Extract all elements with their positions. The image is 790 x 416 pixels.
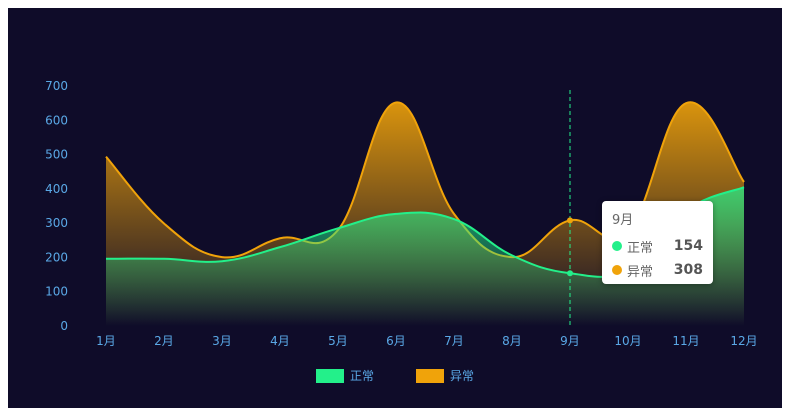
tooltip-value-abnormal: 308 — [673, 262, 703, 278]
tooltip-value-normal: 154 — [673, 238, 703, 254]
tooltip-name-abnormal: 异常 — [627, 264, 654, 280]
axis-pointer — [567, 90, 573, 328]
x-tick-label: 2月 — [154, 334, 174, 348]
legend-swatch-abnormal — [416, 368, 444, 383]
x-tick-label: 6月 — [386, 334, 406, 348]
tooltip-title: 9月 — [612, 213, 634, 228]
tooltip-row-normal: 正常 154 — [612, 234, 703, 258]
tooltip-dot-abnormal — [612, 265, 622, 275]
tooltip: 9月 正常 154 异常 308 — [602, 201, 713, 284]
y-tick-label: 300 — [45, 216, 68, 230]
x-tick-label: 8月 — [502, 334, 522, 348]
x-tick-label: 5月 — [328, 334, 348, 348]
y-tick-label: 700 — [45, 79, 68, 93]
x-tick-label: 12月 — [730, 334, 757, 348]
x-tick-label: 11月 — [672, 334, 699, 348]
tooltip-row-abnormal: 异常 308 — [612, 258, 703, 282]
y-tick-label: 200 — [45, 250, 68, 264]
y-axis: 0 100 200 300 400 500 600 700 — [45, 79, 68, 333]
highlight-point-abnormal — [567, 217, 573, 224]
legend-label-abnormal: 异常 — [450, 369, 475, 383]
x-tick-label: 1月 — [96, 334, 116, 348]
legend-item-normal[interactable]: 正常 — [316, 367, 374, 384]
line-abnormal — [105, 101, 745, 259]
x-tick-label: 3月 — [212, 334, 232, 348]
legend-label-normal: 正常 — [350, 369, 375, 383]
tooltip-dot-normal — [612, 241, 622, 251]
x-tick-label: 4月 — [270, 334, 290, 348]
legend-item-abnormal[interactable]: 异常 — [416, 367, 474, 384]
y-tick-label: 500 — [45, 148, 68, 162]
x-tick-label: 7月 — [444, 334, 464, 348]
tooltip-name-normal: 正常 — [627, 240, 654, 256]
area-normal — [106, 187, 744, 326]
y-tick-label: 600 — [45, 113, 68, 127]
legend-swatch-normal — [316, 368, 344, 383]
y-tick-label: 100 — [45, 285, 68, 299]
x-tick-label: 10月 — [614, 334, 641, 348]
highlight-point-normal — [567, 270, 573, 277]
y-tick-label: 400 — [45, 182, 68, 196]
y-tick-label: 0 — [60, 319, 68, 333]
x-axis: 1月 2月 3月 4月 5月 6月 7月 8月 9月 10月 11月 12月 — [96, 334, 757, 348]
x-tick-label: 9月 — [560, 334, 580, 348]
